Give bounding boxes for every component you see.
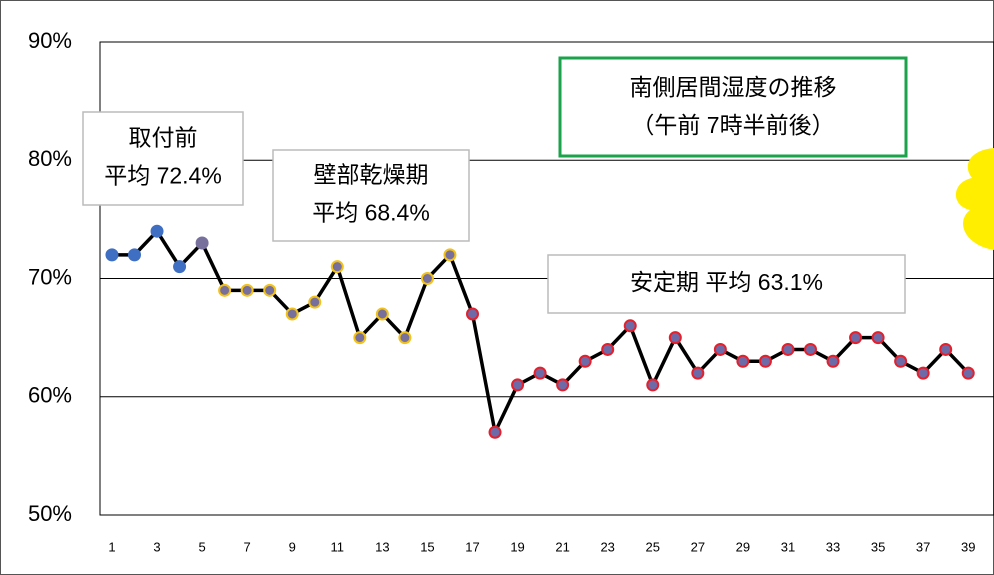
x-tick-label: 17	[465, 539, 479, 554]
x-tick-label: 11	[331, 539, 345, 554]
cloud-decoration	[955, 148, 994, 250]
x-tick-label: 31	[781, 539, 795, 554]
y-tick-label: 50%	[28, 501, 72, 526]
data-point	[285, 307, 299, 321]
data-point	[488, 425, 502, 439]
data-point	[420, 272, 434, 285]
x-tick-label: 39	[961, 539, 975, 554]
data-point	[623, 319, 637, 333]
x-tick-label: 33	[826, 539, 840, 554]
title-box	[558, 56, 908, 158]
x-tick-label: 9	[289, 539, 296, 554]
data-point	[826, 354, 840, 368]
x-tick-label: 15	[420, 539, 434, 554]
data-point	[173, 260, 187, 274]
annotation-text: 安定期 平均 63.1%	[630, 269, 823, 295]
data-point	[713, 342, 727, 356]
x-tick-label: 23	[600, 539, 614, 554]
data-point	[466, 307, 479, 321]
x-tick-label: 1	[108, 539, 115, 554]
data-point	[849, 331, 863, 345]
grid	[100, 41, 994, 516]
annotation-box	[547, 254, 906, 314]
data-point	[511, 378, 525, 392]
x-tick-label: 13	[375, 539, 389, 554]
annotation-box	[82, 111, 244, 206]
data-point	[781, 342, 795, 356]
x-tick-label: 5	[198, 539, 205, 554]
data-point	[533, 366, 547, 380]
data-point	[105, 248, 119, 262]
series	[105, 224, 975, 439]
x-tick-label: 35	[871, 539, 885, 554]
annotation-text: 平均 68.4%	[312, 200, 430, 226]
data-point	[195, 236, 209, 250]
data-point	[150, 224, 164, 238]
data-point	[218, 283, 232, 297]
chart-subtitle: （午前 7時半前後）	[631, 112, 834, 138]
y-tick-label: 70%	[28, 264, 72, 289]
data-point	[308, 295, 322, 309]
data-point	[330, 260, 344, 274]
data-point	[871, 331, 885, 345]
data-point	[894, 354, 908, 368]
x-tick-label: 19	[510, 539, 524, 554]
x-tick-label: 21	[555, 539, 569, 554]
data-point	[939, 342, 953, 356]
x-tick-label: 29	[736, 539, 750, 554]
data-point	[128, 248, 141, 262]
data-point	[758, 354, 772, 368]
data-point	[398, 331, 412, 345]
y-tick-label: 80%	[28, 146, 72, 171]
data-point	[736, 354, 750, 368]
data-point	[556, 378, 570, 392]
data-point	[240, 283, 254, 297]
x-tick-label: 7	[244, 539, 251, 554]
x-tick-label: 3	[153, 539, 160, 554]
data-point	[353, 331, 367, 345]
data-point	[263, 283, 277, 297]
x-tick-label: 25	[646, 539, 660, 554]
data-point	[691, 366, 705, 380]
data-point	[961, 366, 975, 380]
x-tick-label: 37	[916, 539, 930, 554]
annotation-text: 壁部乾燥期	[314, 162, 429, 188]
y-tick-label: 60%	[28, 383, 72, 408]
data-point	[375, 307, 389, 321]
annotation-box	[272, 149, 470, 242]
data-point	[804, 342, 817, 356]
data-point	[443, 248, 457, 262]
data-point	[668, 331, 682, 345]
x-tick-label: 27	[691, 539, 705, 554]
annotation-text: 平均 72.4%	[104, 163, 222, 189]
data-point	[601, 342, 615, 356]
data-point	[916, 366, 930, 380]
annotation-text: 取付前	[129, 125, 198, 151]
data-point	[578, 354, 592, 368]
data-point	[646, 378, 660, 392]
chart-title: 南側居間湿度の推移	[630, 74, 837, 100]
y-tick-label: 90%	[28, 28, 72, 53]
